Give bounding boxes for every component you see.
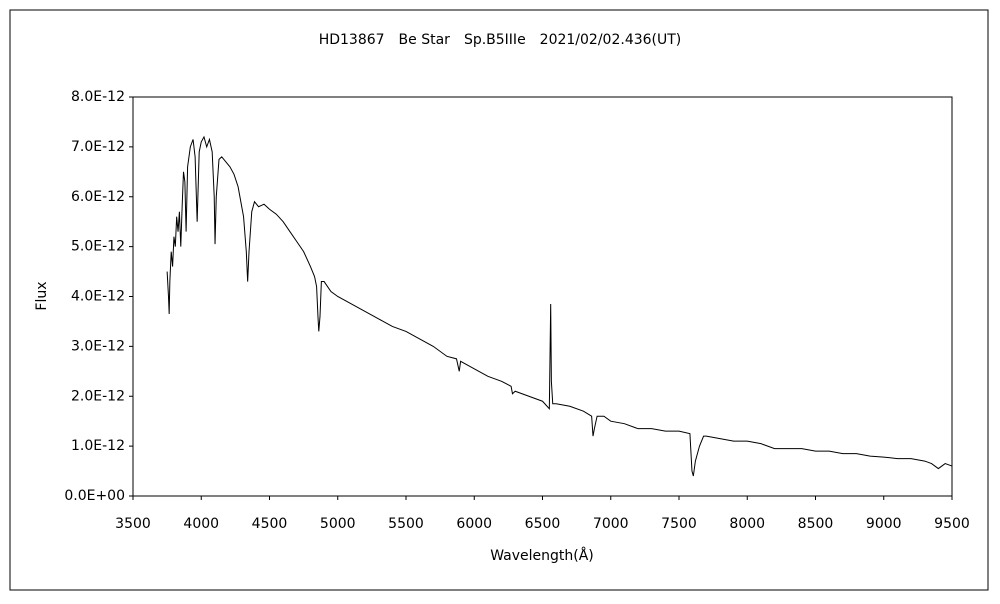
x-tick-label: 5000 xyxy=(320,516,356,532)
x-tick-label: 8000 xyxy=(729,516,765,532)
x-tick-label: 7500 xyxy=(661,516,697,532)
y-tick-label: 1.0E-12 xyxy=(71,438,125,454)
y-axis-label: Flux xyxy=(34,281,50,310)
y-tick-label: 0.0E+00 xyxy=(64,488,125,504)
x-axis-label: Wavelength(Å) xyxy=(490,547,594,564)
x-tick-label: 7000 xyxy=(593,516,629,532)
y-tick-label: 4.0E-12 xyxy=(71,289,125,305)
chart-title: HD13867 Be Star Sp.B5IIIe 2021/02/02.436… xyxy=(319,32,682,48)
y-tick-label: 2.0E-12 xyxy=(71,388,125,404)
spectrum-line xyxy=(166,135,953,477)
x-tick-label: 4000 xyxy=(183,516,219,532)
x-tick-label: 3500 xyxy=(115,516,151,532)
x-tick-label: 6500 xyxy=(525,516,561,532)
x-tick-label: 8500 xyxy=(798,516,834,532)
x-tick-label: 9500 xyxy=(934,516,970,532)
y-tick-label: 5.0E-12 xyxy=(71,239,125,255)
x-tick-label: 4500 xyxy=(252,516,288,532)
y-tick-label: 3.0E-12 xyxy=(71,338,125,354)
x-tick-label: 5500 xyxy=(388,516,424,532)
y-tick-label: 8.0E-12 xyxy=(71,89,125,105)
y-tick-label: 7.0E-12 xyxy=(71,139,125,155)
plot-area xyxy=(132,96,953,497)
y-tick-label: 6.0E-12 xyxy=(71,189,125,205)
x-tick-label: 9000 xyxy=(866,516,902,532)
x-tick-label: 6000 xyxy=(456,516,492,532)
